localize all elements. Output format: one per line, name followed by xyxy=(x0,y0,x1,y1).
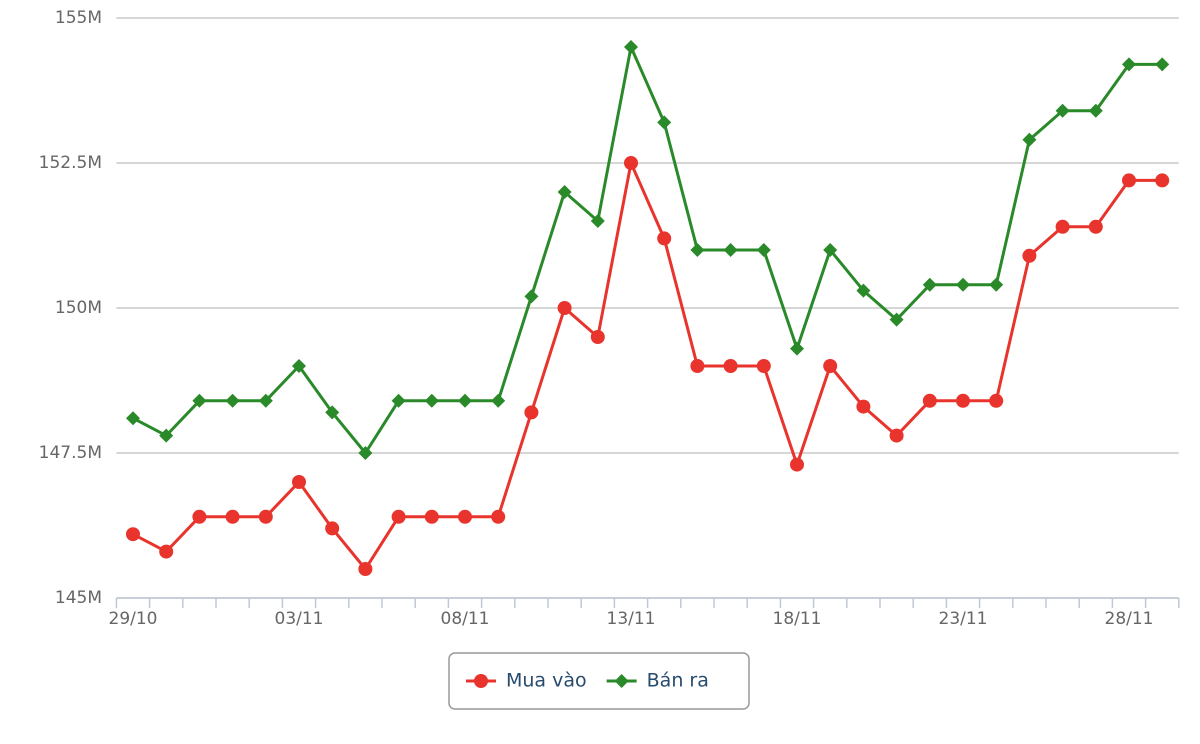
marker xyxy=(458,393,472,408)
x-tick-label: 29/10 xyxy=(109,609,158,629)
series-line xyxy=(132,45,1163,455)
marker xyxy=(922,393,937,408)
y-tick-label: 155M xyxy=(55,8,102,28)
marker xyxy=(624,40,638,54)
legend-label: Mua vào xyxy=(506,670,587,692)
marker xyxy=(491,509,506,524)
marker xyxy=(756,243,771,257)
marker xyxy=(126,411,140,426)
marker xyxy=(424,509,439,524)
marker xyxy=(989,277,1004,292)
marker xyxy=(491,393,506,408)
marker xyxy=(1055,219,1070,234)
x-tick-label: 28/11 xyxy=(1105,609,1154,629)
marker xyxy=(823,359,838,373)
marker xyxy=(922,277,937,292)
x-tick-label: 13/11 xyxy=(607,609,656,629)
marker xyxy=(258,393,273,408)
marker xyxy=(159,544,174,559)
x-tick-label: 23/11 xyxy=(939,609,988,629)
marker xyxy=(225,393,240,408)
y-tick-label: 145M xyxy=(55,588,102,608)
marker xyxy=(989,393,1004,408)
marker xyxy=(1088,219,1103,234)
marker xyxy=(690,359,705,373)
y-tick-label: 147.5M xyxy=(39,443,102,463)
marker xyxy=(292,475,306,489)
marker xyxy=(590,214,605,228)
marker xyxy=(325,405,340,420)
marker xyxy=(292,359,306,373)
marker xyxy=(524,289,539,304)
marker xyxy=(889,428,904,443)
marker xyxy=(358,446,373,460)
marker xyxy=(624,156,638,170)
marker xyxy=(424,393,439,408)
marker xyxy=(657,231,672,246)
marker xyxy=(889,312,904,327)
x-tick-label: 08/11 xyxy=(441,609,490,629)
marker xyxy=(756,359,771,373)
marker xyxy=(1155,173,1170,188)
marker xyxy=(524,405,539,420)
marker xyxy=(1122,173,1136,188)
marker xyxy=(856,283,871,298)
marker xyxy=(856,399,871,414)
marker xyxy=(1155,57,1170,72)
marker xyxy=(690,243,705,257)
marker xyxy=(1122,57,1136,72)
marker xyxy=(192,509,207,524)
marker xyxy=(557,185,572,199)
marker xyxy=(557,301,572,315)
x-tick-label: 18/11 xyxy=(773,609,822,629)
marker xyxy=(358,562,373,576)
marker xyxy=(391,509,406,524)
marker xyxy=(192,393,207,408)
legend-marker xyxy=(614,674,629,688)
marker xyxy=(225,509,240,524)
legend-marker xyxy=(474,674,488,688)
marker xyxy=(458,509,472,524)
series-line xyxy=(132,161,1163,571)
marker xyxy=(126,527,140,542)
marker xyxy=(956,277,970,292)
marker xyxy=(1022,132,1037,147)
marker xyxy=(1055,103,1070,118)
marker xyxy=(1022,248,1037,263)
marker xyxy=(723,243,738,257)
x-tick-label: 03/11 xyxy=(275,609,324,629)
marker xyxy=(325,521,340,536)
legend-label: Bán ra xyxy=(647,670,709,692)
legend-box xyxy=(448,652,750,710)
marker xyxy=(590,330,605,344)
marker xyxy=(790,457,804,472)
marker xyxy=(790,341,804,356)
marker xyxy=(723,359,738,373)
marker xyxy=(391,393,406,408)
marker xyxy=(823,243,838,257)
y-tick-label: 150M xyxy=(55,298,102,318)
marker xyxy=(956,393,970,408)
marker xyxy=(258,509,273,524)
y-tick-label: 152.5M xyxy=(39,153,102,173)
marker xyxy=(657,115,672,130)
marker xyxy=(159,428,174,443)
marker xyxy=(1088,103,1103,118)
